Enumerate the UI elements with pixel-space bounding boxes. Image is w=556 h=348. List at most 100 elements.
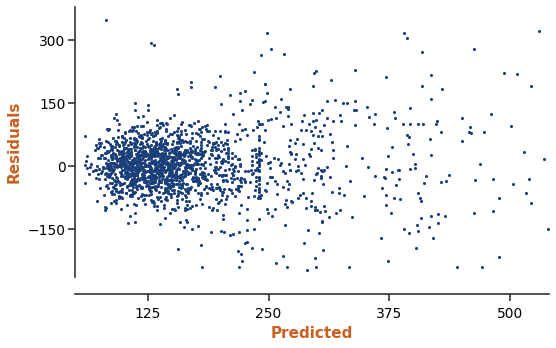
Point	[186, 205, 195, 211]
Point	[133, 172, 142, 177]
Point	[135, 133, 143, 138]
Point	[271, 178, 280, 184]
Point	[224, 147, 232, 153]
Point	[120, 159, 129, 165]
Point	[291, 168, 300, 174]
Point	[242, 227, 251, 233]
Point	[118, 173, 127, 179]
Point	[163, 159, 172, 165]
Point	[162, 147, 171, 153]
Point	[143, 181, 152, 187]
Point	[166, 161, 175, 167]
Point	[155, 126, 164, 131]
Point	[242, 133, 251, 138]
Point	[221, 201, 230, 207]
Point	[268, 175, 277, 180]
Point	[138, 174, 147, 180]
Point	[127, 191, 136, 197]
Point	[150, 153, 159, 159]
Point	[149, 203, 158, 208]
Point	[181, 173, 190, 178]
Point	[254, 195, 263, 201]
Point	[214, 136, 223, 141]
Point	[162, 177, 171, 183]
Point	[195, 158, 203, 163]
Point	[191, 130, 200, 136]
Point	[112, 186, 121, 192]
Point	[146, 185, 155, 190]
Point	[158, 166, 167, 172]
Point	[140, 179, 149, 184]
Point	[150, 168, 158, 174]
Point	[115, 149, 124, 154]
Point	[279, 123, 287, 129]
Point	[167, 155, 176, 160]
Point	[130, 157, 138, 163]
Point	[176, 152, 185, 157]
Point	[175, 162, 183, 167]
Point	[148, 158, 157, 164]
Point	[282, 179, 291, 184]
Point	[300, 162, 309, 168]
Point	[207, 147, 216, 152]
Point	[118, 139, 127, 145]
Point	[171, 161, 180, 166]
Point	[162, 167, 171, 173]
Point	[129, 191, 138, 196]
Point	[187, 85, 196, 90]
Point	[221, 128, 230, 133]
Point	[134, 170, 143, 175]
Point	[133, 156, 142, 161]
Point	[201, 173, 210, 178]
Point	[228, 170, 237, 175]
Point	[160, 140, 169, 146]
Point	[405, 166, 414, 172]
Point	[162, 147, 171, 152]
Point	[255, 137, 264, 143]
Point	[297, 127, 306, 133]
Point	[410, 165, 419, 171]
Point	[156, 140, 165, 145]
Point	[138, 113, 147, 119]
Point	[176, 219, 185, 224]
Point	[138, 149, 147, 154]
Point	[307, 190, 316, 196]
Point	[302, 195, 311, 201]
Point	[161, 187, 170, 192]
Point	[170, 171, 179, 177]
Point	[252, 165, 261, 171]
Point	[155, 180, 163, 185]
Point	[292, 152, 301, 157]
Point	[168, 166, 177, 171]
Point	[151, 150, 160, 156]
Point	[146, 167, 155, 173]
Point	[152, 167, 161, 173]
Point	[125, 159, 134, 165]
Point	[256, 121, 265, 127]
Point	[143, 143, 152, 149]
Point	[156, 195, 165, 200]
Point	[120, 141, 128, 147]
Point	[153, 194, 162, 200]
Point	[162, 120, 171, 126]
Point	[114, 163, 123, 168]
Point	[327, 77, 336, 83]
Point	[218, 143, 227, 148]
Point	[135, 167, 143, 172]
Point	[110, 192, 119, 197]
Point	[126, 153, 135, 159]
Point	[234, 157, 242, 162]
Point	[219, 217, 228, 222]
Point	[202, 142, 211, 148]
Point	[149, 198, 158, 204]
Point	[112, 157, 121, 163]
Point	[173, 175, 182, 181]
Point	[218, 157, 227, 162]
Point	[221, 173, 230, 178]
Point	[125, 160, 134, 166]
Point	[141, 163, 150, 168]
Point	[186, 151, 195, 157]
Point	[157, 160, 166, 165]
Point	[173, 151, 182, 156]
Point	[152, 174, 161, 180]
